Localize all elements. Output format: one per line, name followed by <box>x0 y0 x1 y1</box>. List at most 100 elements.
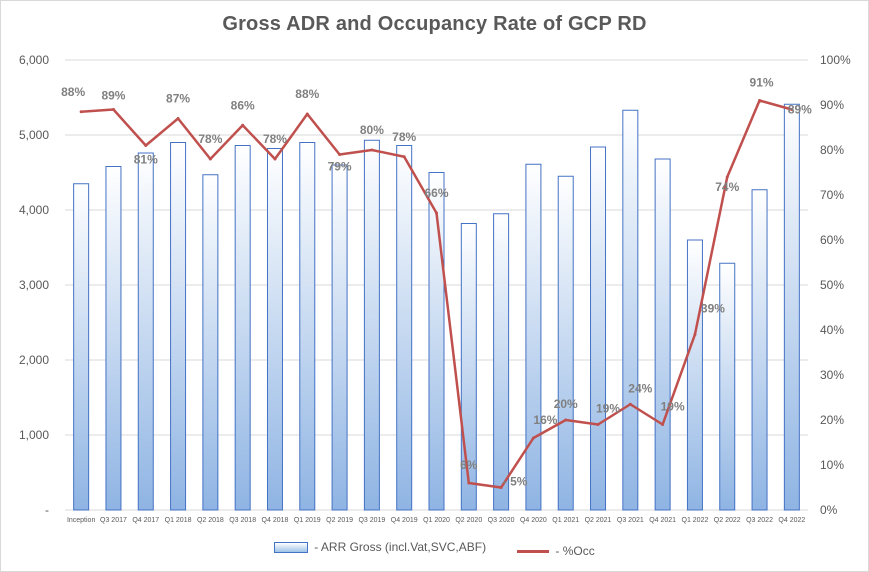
bar <box>363 139 380 511</box>
legend-bar-swatch <box>274 541 309 553</box>
data-label: 39% <box>701 302 725 316</box>
bar <box>783 103 800 511</box>
bar <box>396 145 413 511</box>
data-label: 24% <box>628 381 652 395</box>
bar <box>299 142 316 511</box>
x-tick-label: Q3 2020 <box>488 517 515 524</box>
data-label: 78% <box>263 132 287 146</box>
legend-item-line: - %Occ <box>517 544 595 558</box>
data-label: 91% <box>750 76 774 90</box>
x-tick-label: Q2 2022 <box>714 517 741 524</box>
x-tick-label: Q3 2018 <box>229 517 256 524</box>
bar <box>654 158 671 511</box>
bar <box>266 148 283 511</box>
y-left-tick-label: 4,000 <box>19 203 49 217</box>
line-point <box>338 153 342 156</box>
data-label: 89% <box>101 89 125 103</box>
x-tick-label: Q4 2021 <box>649 517 676 524</box>
y-right-tick-label: 40% <box>820 323 844 337</box>
line-point <box>596 423 600 426</box>
y-right-tick-label: 0% <box>820 503 838 517</box>
y-right-tick-label: 30% <box>820 368 844 382</box>
x-tick-label: Q3 2022 <box>746 517 773 524</box>
line-point <box>790 108 794 111</box>
right-axis: 0% 10% 20% 30% 40% 50% 60% 70% 80% 90% 100% <box>820 53 851 517</box>
left-axis: - 1,000 2,000 3,000 4,000 5,000 6,000 <box>19 53 49 517</box>
data-label: 80% <box>360 123 384 137</box>
line-point <box>273 157 277 161</box>
data-label: 88% <box>61 85 85 99</box>
bar <box>590 146 607 511</box>
x-axis: Inception Q3 2017 Q4 2017 Q1 2018 Q2 2018 Q3 … <box>67 517 805 524</box>
y-right-tick-label: 70% <box>820 188 844 202</box>
bar <box>719 262 736 511</box>
bar-series <box>73 103 800 511</box>
line-point <box>467 481 471 485</box>
legend-line-swatch <box>517 549 550 553</box>
x-tick-label: Inception <box>67 517 96 524</box>
y-right-tick-label: 100% <box>820 53 851 67</box>
data-labels: 88% 89% 81% 87% 78% 86% 78% 88% 79% 80% 78% 66% 6% - … <box>61 76 812 489</box>
chart-title: Gross ADR and Occupancy Rate of GCP RD <box>222 13 647 35</box>
x-tick-label: Q1 2021 <box>552 517 579 524</box>
x-tick-label: Q3 2019 <box>358 517 385 524</box>
line-point <box>208 157 212 161</box>
x-tick-label: Q1 2018 <box>165 517 192 524</box>
x-tick-label: Q1 2020 <box>423 517 450 524</box>
data-label: 87% <box>166 92 190 106</box>
legend-line-label: - %Occ <box>555 544 595 558</box>
data-label: 19% <box>596 402 620 416</box>
bar <box>170 142 187 511</box>
x-tick-label: Q3 2021 <box>617 517 644 524</box>
line-point <box>661 423 665 426</box>
bar <box>234 145 251 511</box>
line-point <box>402 155 406 159</box>
line-point <box>725 175 729 179</box>
bar <box>331 164 348 511</box>
data-label: 74% <box>715 180 739 194</box>
y-left-tick-label: 5,000 <box>19 128 49 142</box>
line-point <box>241 123 245 127</box>
bar <box>622 109 639 511</box>
bar <box>525 163 542 511</box>
x-tick-label: Q4 2017 <box>132 517 159 524</box>
data-label: 89% <box>788 103 812 117</box>
line-point <box>144 144 148 147</box>
data-label: 86% <box>231 98 255 112</box>
y-right-tick-label: 90% <box>820 98 844 112</box>
line-point <box>564 418 568 422</box>
x-tick-label: Q2 2018 <box>197 517 224 524</box>
legend-item-bar: - ARR Gross (incl.Vat,SVC,ABF) <box>274 540 486 554</box>
line-point <box>531 436 535 440</box>
bar <box>428 172 445 511</box>
y-left-tick-label: 3,000 <box>19 278 49 292</box>
line-point <box>305 112 309 116</box>
x-tick-label: Q4 2022 <box>778 517 805 524</box>
line-point <box>758 99 762 102</box>
x-tick-label: Q2 2020 <box>455 517 482 524</box>
data-label: 66% <box>424 186 448 200</box>
y-left-tick-label: 2,000 <box>19 353 49 367</box>
data-label: 6% <box>460 458 478 472</box>
legend-bar-label: - ARR Gross (incl.Vat,SVC,ABF) <box>314 540 487 554</box>
x-tick-label: Q2 2019 <box>326 517 353 524</box>
y-left-tick-label: - <box>45 503 49 517</box>
line-point <box>176 117 180 120</box>
data-label: 78% <box>198 132 222 146</box>
line-point <box>111 108 115 111</box>
bar <box>202 174 219 511</box>
bar <box>557 175 574 511</box>
data-label: 81% <box>134 153 158 167</box>
bar <box>493 213 510 511</box>
bar <box>751 189 768 511</box>
x-tick-label: Q1 2022 <box>682 517 709 524</box>
data-label: 19% <box>661 400 685 414</box>
y-right-tick-label: 80% <box>820 143 844 157</box>
y-right-tick-label: 20% <box>820 413 844 427</box>
data-label: 16% <box>533 413 557 427</box>
bar <box>105 166 122 511</box>
bar <box>460 223 477 511</box>
y-left-tick-label: 6,000 <box>19 53 49 67</box>
bar <box>686 239 703 511</box>
